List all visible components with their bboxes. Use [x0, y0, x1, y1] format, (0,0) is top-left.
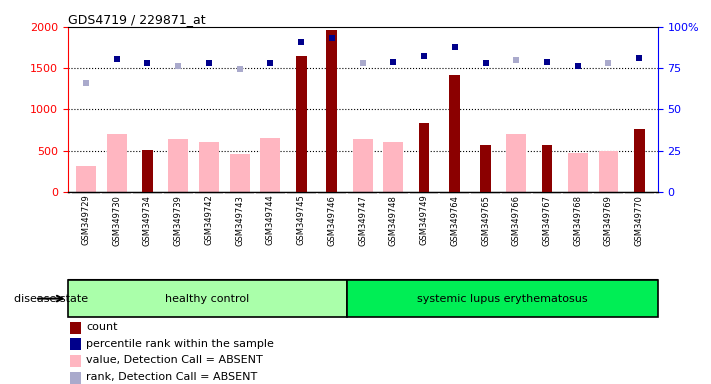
Bar: [506, 134, 526, 192]
Bar: [296, 56, 306, 192]
Text: systemic lupus erythematosus: systemic lupus erythematosus: [417, 293, 588, 304]
Bar: [599, 151, 619, 192]
Bar: [230, 154, 250, 192]
Text: GSM349734: GSM349734: [143, 195, 152, 245]
Text: GSM349768: GSM349768: [573, 195, 582, 246]
Bar: [353, 139, 373, 192]
Bar: [68, 280, 347, 317]
Text: GSM349743: GSM349743: [235, 195, 244, 245]
Bar: [568, 153, 588, 192]
Text: GSM349770: GSM349770: [635, 195, 643, 245]
Text: disease state: disease state: [14, 293, 89, 304]
Text: GDS4719 / 229871_at: GDS4719 / 229871_at: [68, 13, 205, 26]
Text: GSM349766: GSM349766: [512, 195, 520, 246]
Bar: [347, 280, 658, 317]
Text: GSM349767: GSM349767: [542, 195, 552, 246]
Bar: [326, 30, 337, 192]
Text: GSM349765: GSM349765: [481, 195, 490, 245]
Text: rank, Detection Call = ABSENT: rank, Detection Call = ABSENT: [87, 372, 257, 382]
Text: GSM349769: GSM349769: [604, 195, 613, 245]
Text: healthy control: healthy control: [165, 293, 250, 304]
Bar: [107, 134, 127, 192]
Bar: [260, 138, 280, 192]
Text: count: count: [87, 322, 118, 332]
Text: GSM349749: GSM349749: [419, 195, 429, 245]
Text: percentile rank within the sample: percentile rank within the sample: [87, 339, 274, 349]
Bar: [169, 139, 188, 192]
Bar: [70, 321, 81, 334]
Bar: [419, 122, 429, 192]
Bar: [383, 142, 403, 192]
Bar: [480, 145, 491, 192]
Text: GSM349730: GSM349730: [112, 195, 121, 245]
Text: GSM349744: GSM349744: [266, 195, 275, 245]
Bar: [70, 338, 81, 350]
Text: GSM349747: GSM349747: [358, 195, 367, 245]
Bar: [142, 150, 153, 192]
Text: GSM349746: GSM349746: [327, 195, 336, 245]
Text: GSM349739: GSM349739: [173, 195, 183, 245]
Text: GSM349764: GSM349764: [450, 195, 459, 245]
Bar: [70, 372, 81, 384]
Bar: [542, 145, 552, 192]
Bar: [449, 75, 460, 192]
Text: value, Detection Call = ABSENT: value, Detection Call = ABSENT: [87, 356, 263, 366]
Bar: [76, 166, 96, 192]
Text: GSM349742: GSM349742: [205, 195, 213, 245]
Bar: [634, 129, 645, 192]
Text: GSM349748: GSM349748: [389, 195, 398, 245]
Text: GSM349729: GSM349729: [82, 195, 90, 245]
Bar: [70, 355, 81, 367]
Bar: [199, 142, 219, 192]
Text: GSM349745: GSM349745: [296, 195, 306, 245]
